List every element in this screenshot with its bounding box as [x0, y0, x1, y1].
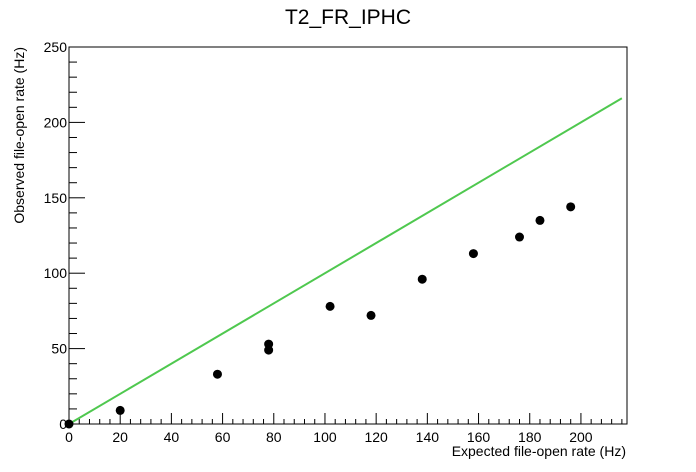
y-tick-label: 0 — [59, 416, 67, 432]
x-tick-label: 200 — [569, 429, 593, 445]
chart-title: T2_FR_IPHC — [285, 6, 411, 29]
data-point — [366, 310, 376, 320]
data-point — [212, 369, 222, 379]
x-tick-label: 20 — [112, 429, 128, 445]
data-point — [417, 274, 427, 284]
x-tick-label: 0 — [65, 429, 73, 445]
data-point — [64, 419, 74, 429]
plot-frame — [68, 46, 628, 425]
data-point — [264, 339, 274, 349]
x-tick-label: 100 — [313, 429, 337, 445]
x-tick-label: 140 — [416, 429, 440, 445]
data-point — [514, 232, 524, 242]
y-axis-label: Observed file-open rate (Hz) — [11, 47, 27, 224]
data-point — [535, 215, 545, 225]
y-tick-label: 100 — [44, 265, 68, 281]
data-point — [115, 405, 125, 415]
x-axis-label: Expected file-open rate (Hz) — [452, 443, 626, 459]
x-tick-label: 180 — [518, 429, 542, 445]
y-tick-label: 200 — [44, 114, 68, 130]
x-tick-label: 80 — [266, 429, 282, 445]
x-tick-label: 160 — [467, 429, 491, 445]
x-tick-label: 60 — [215, 429, 231, 445]
y-tick-label: 50 — [51, 341, 67, 357]
series-layer — [64, 97, 623, 429]
data-point — [566, 202, 576, 212]
y-tick-label: 150 — [44, 190, 68, 206]
y-tick-label: 250 — [44, 39, 68, 55]
axis-ticks — [68, 46, 623, 425]
data-point — [468, 249, 478, 259]
x-tick-label: 120 — [364, 429, 388, 445]
data-point — [325, 301, 335, 311]
reference-line — [68, 97, 623, 425]
x-tick-label: 40 — [164, 429, 180, 445]
tick-labels: 0 20 40 60 80 100 120 140 160 180 200 0 50 100 150 200 2… — [44, 39, 593, 445]
